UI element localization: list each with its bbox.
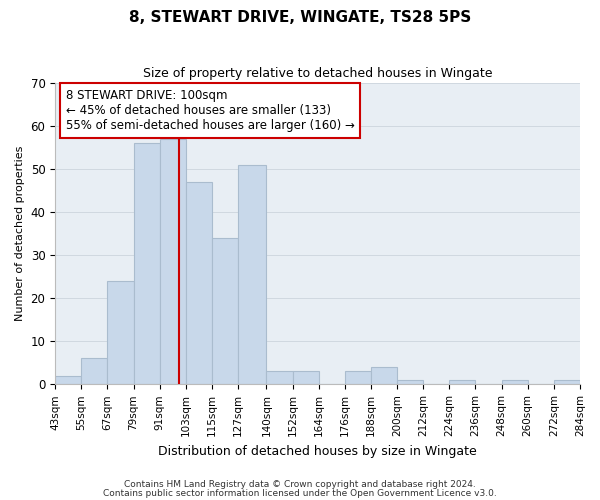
Text: Contains public sector information licensed under the Open Government Licence v3: Contains public sector information licen… bbox=[103, 489, 497, 498]
Text: Contains HM Land Registry data © Crown copyright and database right 2024.: Contains HM Land Registry data © Crown c… bbox=[124, 480, 476, 489]
Bar bbox=[397, 380, 423, 384]
Bar bbox=[554, 380, 580, 384]
Bar bbox=[55, 376, 81, 384]
Bar bbox=[266, 372, 293, 384]
Bar bbox=[371, 367, 397, 384]
Bar bbox=[186, 182, 212, 384]
Bar bbox=[293, 372, 319, 384]
Bar bbox=[134, 144, 160, 384]
Bar bbox=[81, 358, 107, 384]
Bar bbox=[238, 165, 266, 384]
Bar bbox=[107, 281, 134, 384]
Bar bbox=[345, 372, 371, 384]
Bar bbox=[449, 380, 475, 384]
Y-axis label: Number of detached properties: Number of detached properties bbox=[15, 146, 25, 322]
Bar bbox=[502, 380, 528, 384]
Text: 8 STEWART DRIVE: 100sqm
← 45% of detached houses are smaller (133)
55% of semi-d: 8 STEWART DRIVE: 100sqm ← 45% of detache… bbox=[65, 89, 355, 132]
Bar bbox=[160, 139, 186, 384]
Bar bbox=[212, 238, 238, 384]
X-axis label: Distribution of detached houses by size in Wingate: Distribution of detached houses by size … bbox=[158, 444, 477, 458]
Text: 8, STEWART DRIVE, WINGATE, TS28 5PS: 8, STEWART DRIVE, WINGATE, TS28 5PS bbox=[129, 10, 471, 25]
Title: Size of property relative to detached houses in Wingate: Size of property relative to detached ho… bbox=[143, 68, 493, 80]
